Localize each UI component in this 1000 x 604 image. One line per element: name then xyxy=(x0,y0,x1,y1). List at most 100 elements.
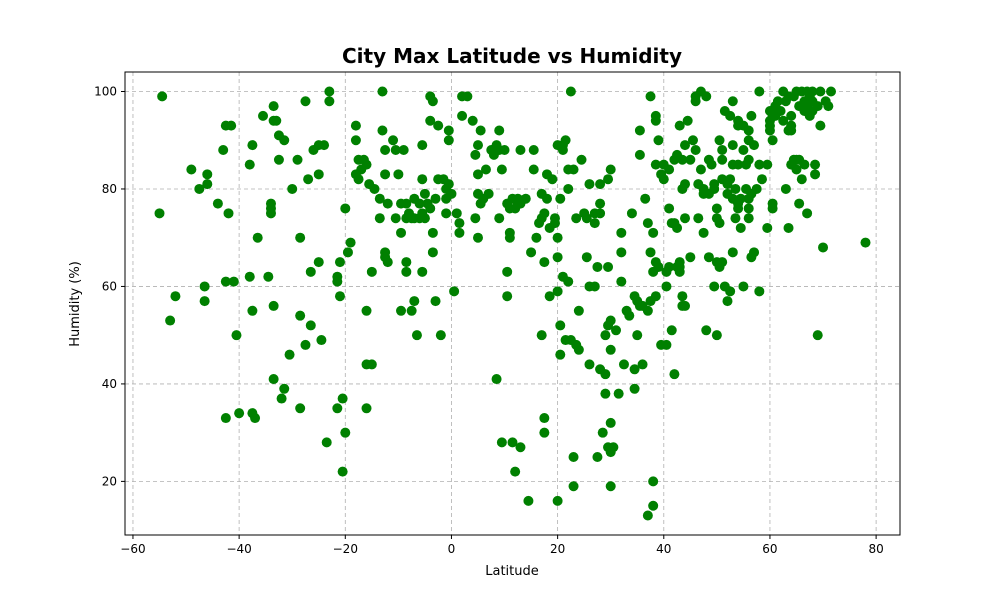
data-point xyxy=(698,227,709,238)
data-point xyxy=(417,140,428,151)
y-tick-label: 60 xyxy=(102,279,117,293)
data-point xyxy=(754,86,765,97)
data-point xyxy=(220,413,231,424)
data-point xyxy=(733,159,744,170)
data-point xyxy=(616,247,627,258)
data-point xyxy=(470,213,481,224)
data-point xyxy=(603,174,614,185)
data-point xyxy=(650,110,661,121)
data-point xyxy=(337,393,348,404)
data-point xyxy=(539,427,550,438)
data-point xyxy=(401,257,412,268)
data-point xyxy=(279,383,290,394)
data-point xyxy=(324,86,335,97)
data-point xyxy=(510,466,521,477)
data-point xyxy=(595,198,606,209)
data-point xyxy=(419,213,430,224)
data-point xyxy=(818,242,829,253)
data-point xyxy=(634,149,645,160)
data-point xyxy=(648,227,659,238)
data-point xyxy=(483,188,494,199)
data-point xyxy=(650,159,661,170)
data-point xyxy=(767,203,778,214)
data-point xyxy=(581,252,592,263)
data-point xyxy=(762,222,773,233)
data-point xyxy=(592,261,603,272)
data-point xyxy=(305,320,316,331)
data-point xyxy=(454,218,465,229)
data-point xyxy=(584,179,595,190)
data-point xyxy=(672,222,683,233)
data-point xyxy=(680,300,691,311)
data-point xyxy=(680,140,691,151)
data-point xyxy=(223,208,234,219)
data-point xyxy=(515,442,526,453)
data-point xyxy=(334,291,345,302)
data-point xyxy=(366,359,377,370)
data-point xyxy=(581,213,592,224)
data-point xyxy=(396,227,407,238)
data-point xyxy=(733,203,744,214)
data-point xyxy=(743,213,754,224)
data-point xyxy=(252,232,263,243)
data-point xyxy=(674,261,685,272)
data-point xyxy=(746,110,757,121)
data-point xyxy=(157,91,168,102)
data-point xyxy=(589,281,600,292)
data-point xyxy=(279,135,290,146)
data-point xyxy=(762,159,773,170)
data-point xyxy=(284,349,295,360)
data-point xyxy=(406,305,417,316)
data-point xyxy=(441,208,452,219)
data-point xyxy=(754,159,765,170)
data-point xyxy=(305,266,316,277)
data-point xyxy=(250,413,261,424)
data-point xyxy=(717,257,728,268)
data-point xyxy=(380,169,391,180)
data-point xyxy=(680,213,691,224)
data-point xyxy=(605,344,616,355)
data-point xyxy=(449,286,460,297)
data-point xyxy=(202,179,213,190)
data-points xyxy=(154,86,871,521)
data-point xyxy=(265,203,276,214)
data-point xyxy=(714,135,725,146)
data-point xyxy=(472,169,483,180)
data-point xyxy=(552,232,563,243)
data-point xyxy=(576,154,587,165)
data-point xyxy=(605,315,616,326)
data-point xyxy=(690,144,701,155)
data-point xyxy=(494,213,505,224)
data-point xyxy=(433,120,444,131)
data-point xyxy=(738,281,749,292)
y-axis-label: Humidity (%) xyxy=(68,261,83,347)
data-point xyxy=(767,135,778,146)
x-axis-label: Latitude xyxy=(485,564,539,579)
data-point xyxy=(369,183,380,194)
data-point xyxy=(680,179,691,190)
data-point xyxy=(730,183,741,194)
data-point xyxy=(332,403,343,414)
data-point xyxy=(743,125,754,136)
data-point xyxy=(350,135,361,146)
data-point xyxy=(295,310,306,321)
data-point xyxy=(778,115,789,126)
data-point xyxy=(738,144,749,155)
data-point xyxy=(496,437,507,448)
data-point xyxy=(353,174,364,185)
data-point xyxy=(504,227,515,238)
data-point xyxy=(645,91,656,102)
data-point xyxy=(664,261,675,272)
data-point xyxy=(374,213,385,224)
data-point xyxy=(650,291,661,302)
x-tick-label: 60 xyxy=(762,542,777,556)
data-point xyxy=(637,359,648,370)
data-point xyxy=(228,276,239,287)
data-point xyxy=(717,154,728,165)
data-point xyxy=(268,300,279,311)
data-point xyxy=(515,144,526,155)
data-point xyxy=(685,252,696,263)
data-point xyxy=(427,227,438,238)
